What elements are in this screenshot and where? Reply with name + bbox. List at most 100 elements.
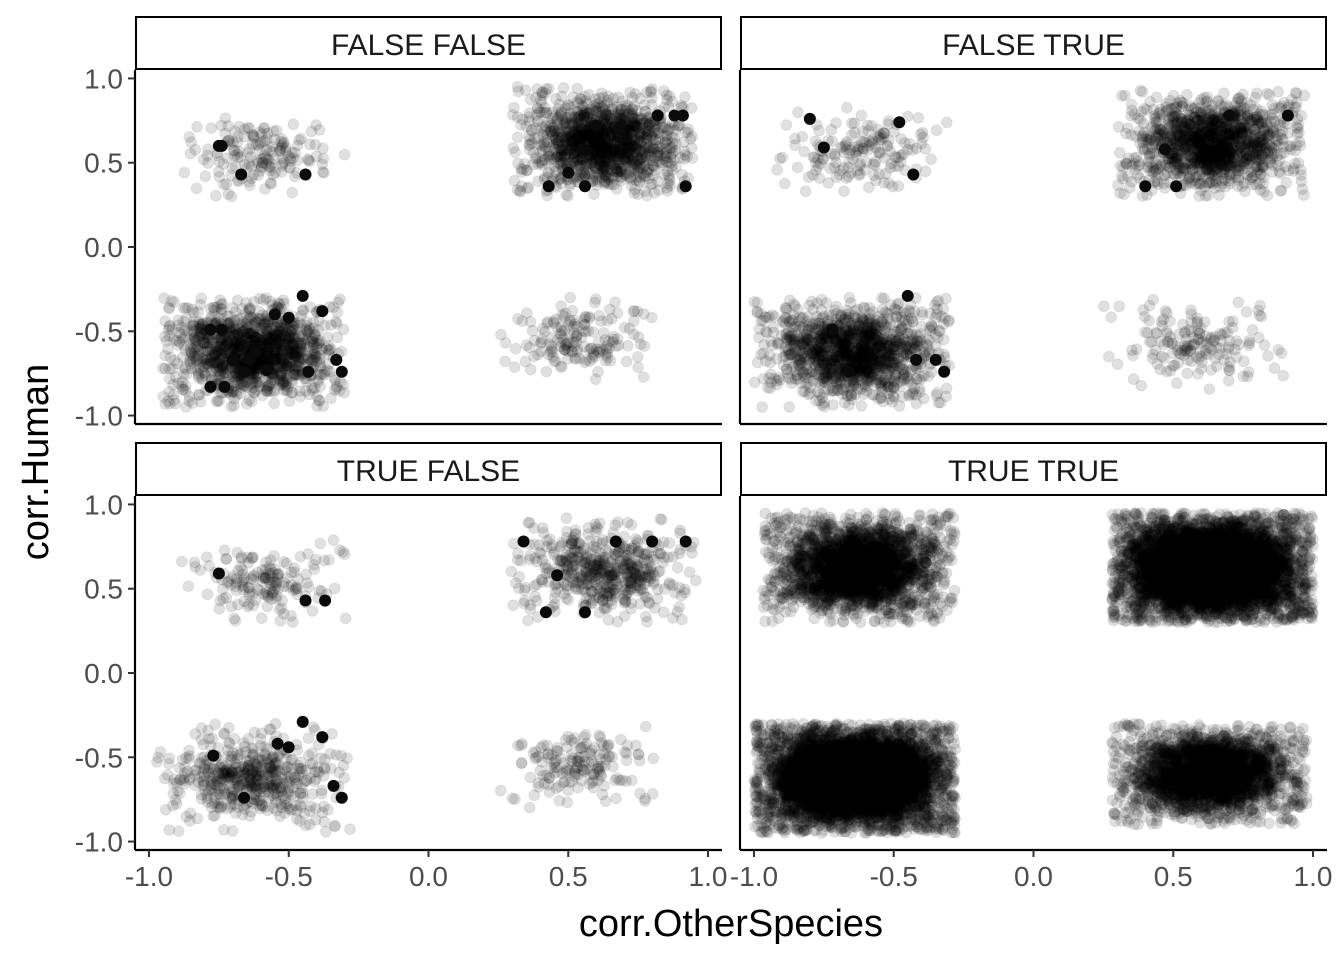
data-point bbox=[266, 349, 278, 362]
opaque-data-point bbox=[562, 166, 575, 179]
data-point bbox=[284, 356, 297, 369]
data-point bbox=[306, 354, 318, 367]
data-point bbox=[260, 315, 272, 328]
data-point bbox=[200, 357, 213, 370]
data-point bbox=[287, 369, 300, 382]
data-point bbox=[663, 122, 676, 135]
data-point bbox=[253, 312, 265, 325]
opaque-data-point bbox=[302, 365, 315, 378]
data-point bbox=[312, 373, 324, 386]
data-point bbox=[540, 365, 553, 378]
data-point bbox=[277, 349, 290, 362]
data-point bbox=[273, 359, 286, 371]
data-point bbox=[287, 118, 300, 131]
data-point bbox=[248, 317, 261, 330]
data-point bbox=[190, 343, 203, 356]
data-point bbox=[296, 351, 309, 364]
data-point bbox=[260, 349, 273, 362]
data-point bbox=[277, 376, 290, 389]
data-point bbox=[163, 320, 176, 333]
data-point bbox=[295, 336, 307, 349]
data-point bbox=[294, 390, 307, 403]
data-point bbox=[331, 317, 343, 330]
data-point bbox=[179, 302, 192, 314]
data-point bbox=[272, 351, 285, 364]
data-point bbox=[276, 377, 289, 390]
data-point bbox=[250, 371, 263, 384]
facet-strip-label: FALSE FALSE bbox=[331, 29, 526, 62]
data-point bbox=[270, 353, 283, 365]
data-point bbox=[559, 307, 572, 320]
data-point bbox=[245, 378, 258, 391]
data-point bbox=[215, 303, 228, 316]
data-point bbox=[169, 371, 182, 384]
data-point bbox=[212, 346, 225, 359]
data-point bbox=[204, 357, 216, 370]
data-point bbox=[244, 310, 257, 323]
data-point bbox=[226, 301, 239, 314]
data-point bbox=[264, 352, 277, 364]
data-point bbox=[854, 338, 866, 350]
data-point bbox=[272, 337, 285, 350]
data-point bbox=[197, 356, 210, 369]
data-point bbox=[303, 327, 315, 340]
data-point bbox=[275, 330, 287, 343]
data-point bbox=[230, 373, 242, 386]
data-point bbox=[771, 338, 784, 351]
data-point bbox=[286, 386, 299, 399]
data-point bbox=[196, 317, 209, 330]
data-point bbox=[311, 334, 324, 347]
data-point bbox=[235, 377, 247, 390]
data-point bbox=[210, 345, 223, 358]
data-point bbox=[632, 361, 644, 374]
data-point bbox=[277, 376, 290, 389]
data-point bbox=[204, 343, 217, 356]
data-point bbox=[261, 383, 274, 396]
data-point bbox=[888, 381, 900, 394]
data-point bbox=[649, 120, 662, 133]
data-point bbox=[271, 358, 284, 370]
data-point bbox=[276, 367, 289, 379]
data-point bbox=[297, 305, 310, 317]
data-point bbox=[290, 336, 303, 349]
data-point bbox=[278, 362, 291, 375]
data-point bbox=[301, 325, 314, 338]
data-point bbox=[237, 379, 250, 392]
data-point bbox=[307, 353, 320, 366]
data-point bbox=[172, 339, 184, 351]
data-point bbox=[288, 352, 300, 365]
data-point bbox=[612, 91, 625, 104]
data-point bbox=[284, 339, 296, 352]
data-point bbox=[204, 354, 217, 367]
data-point bbox=[213, 365, 226, 378]
data-point bbox=[250, 376, 263, 389]
data-point bbox=[271, 327, 284, 340]
data-point bbox=[499, 337, 512, 349]
data-point bbox=[179, 379, 192, 392]
data-point bbox=[285, 325, 298, 337]
data-point bbox=[293, 338, 306, 351]
data-point bbox=[310, 355, 323, 368]
data-point bbox=[308, 336, 321, 349]
data-point bbox=[217, 363, 230, 376]
data-point bbox=[224, 337, 237, 350]
data-point bbox=[273, 334, 286, 347]
data-point bbox=[294, 340, 307, 352]
data-point bbox=[227, 369, 239, 382]
data-point bbox=[179, 363, 192, 375]
data-point bbox=[839, 325, 852, 338]
data-point bbox=[249, 331, 262, 344]
data-point bbox=[314, 368, 327, 381]
data-point bbox=[780, 363, 793, 376]
opaque-data-point bbox=[676, 109, 689, 122]
data-point bbox=[275, 366, 288, 379]
data-point bbox=[590, 293, 602, 306]
data-point bbox=[275, 369, 288, 382]
data-point bbox=[189, 336, 202, 349]
data-point bbox=[159, 315, 172, 327]
data-point bbox=[272, 297, 285, 310]
data-point bbox=[172, 319, 185, 332]
opaque-data-point bbox=[238, 365, 250, 378]
data-point bbox=[599, 333, 612, 346]
data-point bbox=[238, 335, 251, 347]
